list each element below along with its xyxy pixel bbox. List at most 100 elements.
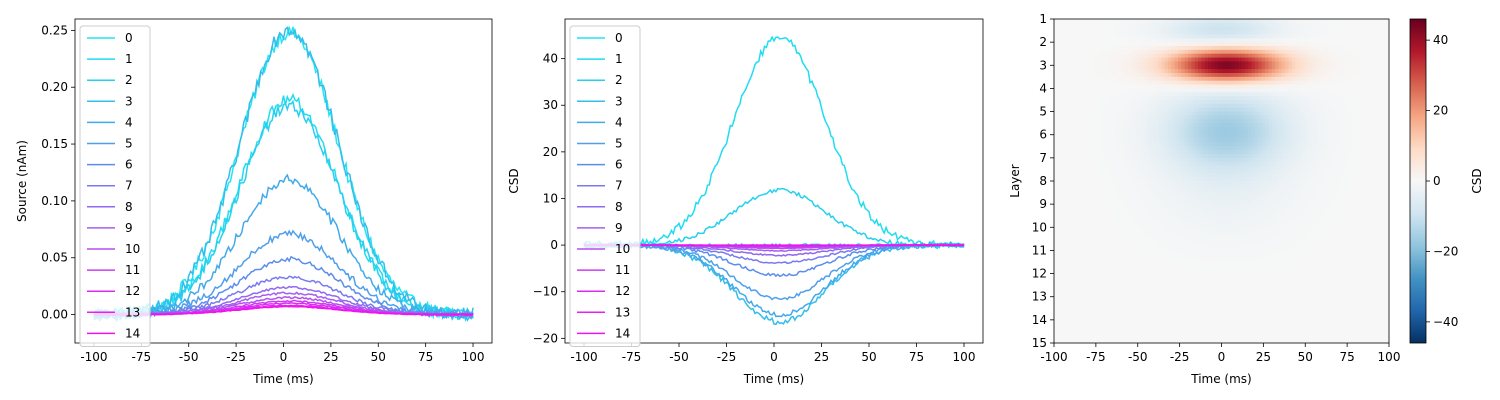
- x-tick-label: 50: [371, 350, 386, 364]
- layer-tick-label: 11: [1032, 243, 1047, 257]
- legend-label-11: 11: [615, 263, 630, 277]
- colorbar-tick-label: −20: [1433, 244, 1458, 258]
- heatmap-cells: [1054, 19, 1390, 344]
- layer-tick-label: 9: [1039, 197, 1047, 211]
- layer-tick-label: 13: [1032, 290, 1047, 304]
- legend-label-4: 4: [615, 115, 623, 129]
- x-tick-label: 75: [909, 350, 924, 364]
- y-tick-label: 0.15: [41, 137, 68, 151]
- layer-tick-label: 4: [1039, 81, 1047, 95]
- series-lines: [93, 26, 474, 323]
- x-tick-label: 25: [323, 350, 338, 364]
- legend-label-2: 2: [615, 73, 623, 87]
- series-lines: [583, 35, 965, 326]
- x-tick-label: -50: [669, 350, 689, 364]
- x-tick-label: 75: [1339, 350, 1354, 364]
- legend-label-7: 7: [615, 179, 623, 193]
- layer-tick-label: 3: [1039, 58, 1047, 72]
- x-tick-label: -100: [570, 350, 597, 364]
- y-tick-label: 0.25: [41, 23, 68, 37]
- y-tick-label: 10: [543, 191, 558, 205]
- layer-tick-label: 2: [1039, 35, 1047, 49]
- layer-tick-label: 14: [1032, 313, 1047, 327]
- legend-label-5: 5: [615, 137, 623, 151]
- legend-label-5: 5: [125, 137, 133, 151]
- x-tick-label: -25: [226, 350, 246, 364]
- x-tick-label: 75: [418, 350, 433, 364]
- layer-tick-label: 10: [1032, 220, 1047, 234]
- layer-tick-label: 15: [1032, 336, 1047, 350]
- x-tick-label: -75: [1086, 350, 1106, 364]
- legend-label-2: 2: [125, 73, 133, 87]
- legend-label-1: 1: [615, 52, 623, 66]
- x-tick-label: 0: [280, 350, 288, 364]
- legend-label-12: 12: [125, 284, 140, 298]
- x-tick-label: 25: [1256, 350, 1271, 364]
- x-axis-label: Time (ms): [743, 372, 805, 386]
- legend-label-6: 6: [615, 158, 623, 172]
- colorbar-tick-label: 20: [1433, 104, 1448, 118]
- legend-label-0: 0: [125, 31, 133, 45]
- y-tick-label: 0.10: [41, 194, 68, 208]
- x-tick-label: -75: [622, 350, 642, 364]
- y-axis-label: Layer: [1008, 164, 1022, 198]
- series-line-1: [93, 92, 474, 321]
- colorbar-tick-label: −40: [1433, 315, 1458, 329]
- series-line-3: [93, 26, 474, 323]
- y-tick-label: 40: [543, 52, 558, 66]
- legend-label-3: 3: [615, 94, 623, 108]
- y-tick-label: 20: [543, 145, 558, 159]
- x-tick-label: -75: [132, 350, 152, 364]
- x-tick-label: 50: [1298, 350, 1313, 364]
- x-tick-label: -100: [1040, 350, 1067, 364]
- legend-label-8: 8: [125, 200, 133, 214]
- legend-label-14: 14: [125, 326, 140, 340]
- legend-label-13: 13: [615, 305, 630, 319]
- legend-label-8: 8: [615, 200, 623, 214]
- layer-tick-label: 7: [1039, 151, 1047, 165]
- legend-label-10: 10: [615, 242, 630, 256]
- series-line-4: [583, 241, 965, 318]
- y-tick-label: 0.20: [41, 80, 68, 94]
- series-line-5: [93, 229, 474, 320]
- legend-label-0: 0: [615, 31, 623, 45]
- legend-label-13: 13: [125, 305, 140, 319]
- x-tick-label: 0: [1218, 350, 1226, 364]
- legend-label-7: 7: [125, 179, 133, 193]
- x-axis-label: Time (ms): [1190, 372, 1252, 386]
- y-axis-label: CSD: [507, 168, 521, 193]
- layer-tick-label: 5: [1039, 105, 1047, 119]
- y-tick-label: 0.05: [41, 251, 68, 265]
- x-tick-label: 100: [462, 350, 485, 364]
- series-line-0: [93, 26, 474, 323]
- legend-label-12: 12: [615, 284, 630, 298]
- source-line-chart: -100 -75 -50 -25 0 25 50 75 1000.000.050.100.150…: [15, 18, 493, 386]
- y-tick-label: −10: [533, 285, 558, 299]
- legend-label-10: 10: [125, 242, 140, 256]
- legend-label-1: 1: [125, 52, 133, 66]
- colorbar-tick-label: 40: [1433, 33, 1448, 47]
- layer-tick-label: 6: [1039, 128, 1047, 142]
- x-tick-label: 0: [770, 350, 778, 364]
- x-tick-label: -25: [717, 350, 737, 364]
- y-axis-label: Source (nAm): [15, 140, 29, 222]
- x-tick-label: -50: [1128, 350, 1148, 364]
- x-tick-label: -25: [1170, 350, 1190, 364]
- legend-label-4: 4: [125, 115, 133, 129]
- colorbar: −40 −20 0 20 40 CSD: [1409, 18, 1484, 344]
- series-line-1: [583, 35, 965, 252]
- x-tick-label: -50: [179, 350, 199, 364]
- legend-label-14: 14: [615, 326, 630, 340]
- legend-label-11: 11: [125, 263, 140, 277]
- layer-tick-label: 12: [1032, 267, 1047, 281]
- y-tick-label: 0: [550, 238, 558, 252]
- layer-tick-label: 8: [1039, 174, 1047, 188]
- legend-label-9: 9: [615, 221, 623, 235]
- y-tick-label: 0.00: [41, 308, 68, 322]
- csd-line-chart: -100 -75 -50 -25 0 25 50 75 100−20−10010203040Ti…: [507, 18, 984, 386]
- x-tick-label: 50: [861, 350, 876, 364]
- x-axis-label: Time (ms): [252, 372, 314, 386]
